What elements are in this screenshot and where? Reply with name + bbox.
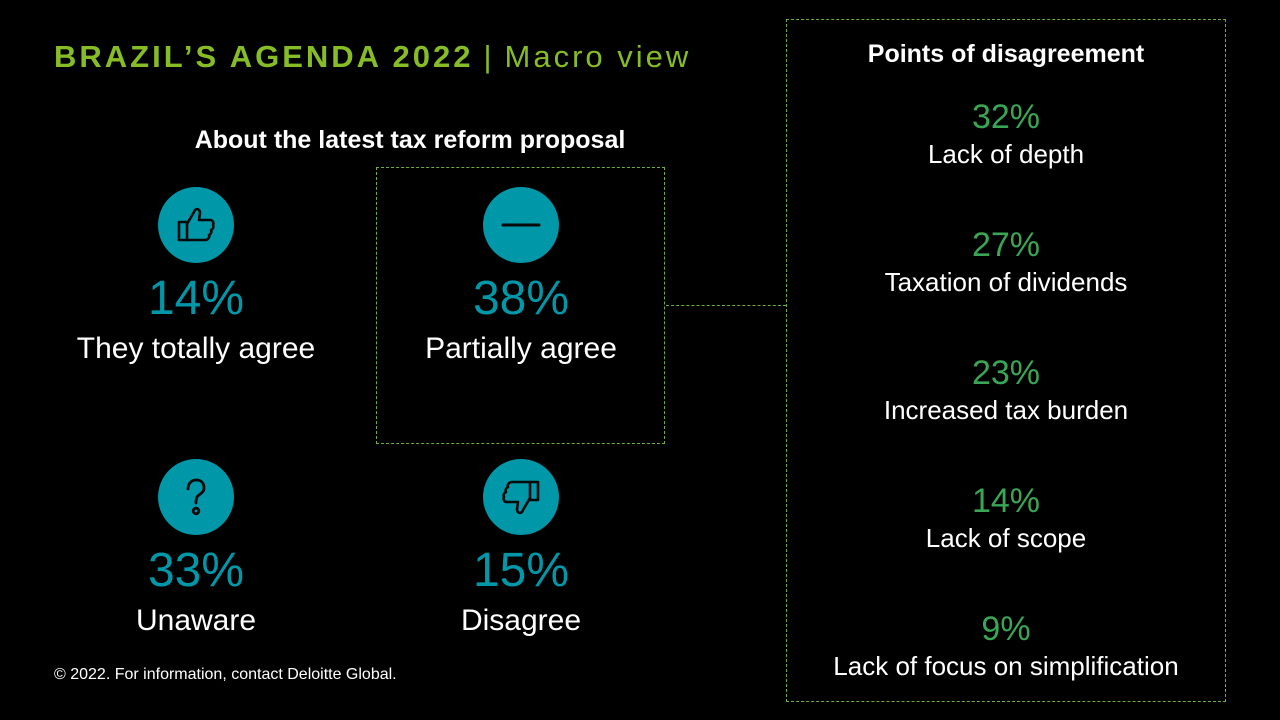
reason-item: 27% Taxation of dividends <box>787 224 1225 298</box>
reason-value: 23% <box>971 354 1041 392</box>
stat-disagree: 15% Disagree <box>371 459 671 639</box>
reason-label: Increased tax burden <box>883 395 1129 425</box>
reason-item: 9% Lack of focus on simplification <box>787 608 1225 682</box>
stat-label: Disagree <box>460 604 582 637</box>
reason-label: Lack of depth <box>927 139 1085 169</box>
page-title: BRAZIL’S AGENDA 2022 | Macro view <box>54 38 691 76</box>
reason-value: 14% <box>971 482 1041 520</box>
title-sub: Macro view <box>504 39 692 74</box>
minus-icon <box>483 187 559 263</box>
reason-label: Lack of scope <box>925 523 1087 553</box>
stat-partially-agree: 38% Partially agree <box>371 187 671 367</box>
reason-label: Lack of focus on simplification <box>833 651 1179 681</box>
reason-label: Taxation of dividends <box>884 267 1128 297</box>
reason-value: 9% <box>981 610 1031 648</box>
title-separator: | <box>483 39 495 74</box>
disagreement-panel: Points of disagreement 32% Lack of depth… <box>786 19 1226 702</box>
reason-value: 27% <box>971 226 1041 264</box>
stat-value: 14% <box>147 272 245 325</box>
panel-title: Points of disagreement <box>867 40 1145 68</box>
stat-label: Partially agree <box>425 332 617 365</box>
stat-value: 33% <box>147 544 245 597</box>
stat-value: 38% <box>472 272 570 325</box>
reason-value: 32% <box>971 98 1041 136</box>
thumbs-down-icon <box>483 459 559 535</box>
question-icon <box>158 459 234 535</box>
stat-label: They totally agree <box>76 332 316 365</box>
reason-item: 23% Increased tax burden <box>787 352 1225 426</box>
reason-item: 14% Lack of scope <box>787 480 1225 554</box>
title-main: BRAZIL’S AGENDA 2022 <box>54 39 474 74</box>
partial-agree-highlight-box <box>376 167 665 444</box>
stat-totally-agree: 14% They totally agree <box>46 187 346 367</box>
connector-line <box>666 305 786 306</box>
reason-item: 32% Lack of depth <box>787 96 1225 170</box>
section-heading: About the latest tax reform proposal <box>194 126 626 154</box>
thumbs-up-icon <box>158 187 234 263</box>
footer-copyright: © 2022. For information, contact Deloitt… <box>54 666 397 683</box>
stat-unaware: 33% Unaware <box>46 459 346 639</box>
stat-value: 15% <box>472 544 570 597</box>
stat-label: Unaware <box>135 604 257 637</box>
